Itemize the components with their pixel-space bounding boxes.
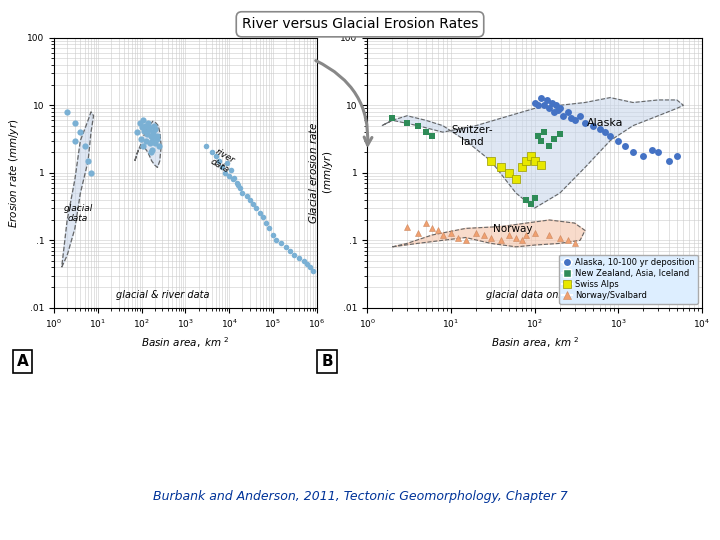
Text: Burbank and Anderson, 2011, Tectonic Geomorphology, Chapter 7: Burbank and Anderson, 2011, Tectonic Geo… [153, 490, 567, 503]
X-axis label: $\it{Basin\ area,\ km}$$^{\ 2}$: $\it{Basin\ area,\ km}$$^{\ 2}$ [141, 335, 230, 350]
Text: Switzer-
land: Switzer- land [451, 125, 493, 147]
Polygon shape [382, 98, 683, 208]
Text: river
data: river data [209, 147, 236, 174]
Polygon shape [392, 220, 585, 247]
Y-axis label: $\it{Glacial\ erosion\ rate}$
$\it{(mm/yr)}$: $\it{Glacial\ erosion\ rate}$ $\it{(mm/y… [307, 122, 335, 224]
Text: A: A [17, 354, 28, 369]
FancyArrowPatch shape [315, 60, 372, 145]
Text: B: B [321, 354, 333, 369]
Y-axis label: $\it{Erosion\ rate\ (mm/yr)}$: $\it{Erosion\ rate\ (mm/yr)}$ [7, 118, 22, 227]
Text: glacial & river data: glacial & river data [116, 290, 210, 300]
Text: glacial data only: glacial data only [486, 290, 567, 300]
Text: River versus Glacial Erosion Rates: River versus Glacial Erosion Rates [242, 17, 478, 31]
Text: Alaska: Alaska [587, 118, 624, 128]
Legend: Alaska, 10-100 yr deposition, New Zealand, Asia, Iceland, Swiss Alps, Norway/Sva: Alaska, 10-100 yr deposition, New Zealan… [559, 255, 698, 303]
Text: Norway: Norway [493, 225, 533, 234]
X-axis label: $\it{Basin\ area,\ km}$$^{\ 2}$: $\it{Basin\ area,\ km}$$^{\ 2}$ [490, 335, 579, 350]
Text: glacial
data: glacial data [63, 204, 92, 223]
Polygon shape [62, 112, 94, 267]
Polygon shape [135, 122, 161, 167]
